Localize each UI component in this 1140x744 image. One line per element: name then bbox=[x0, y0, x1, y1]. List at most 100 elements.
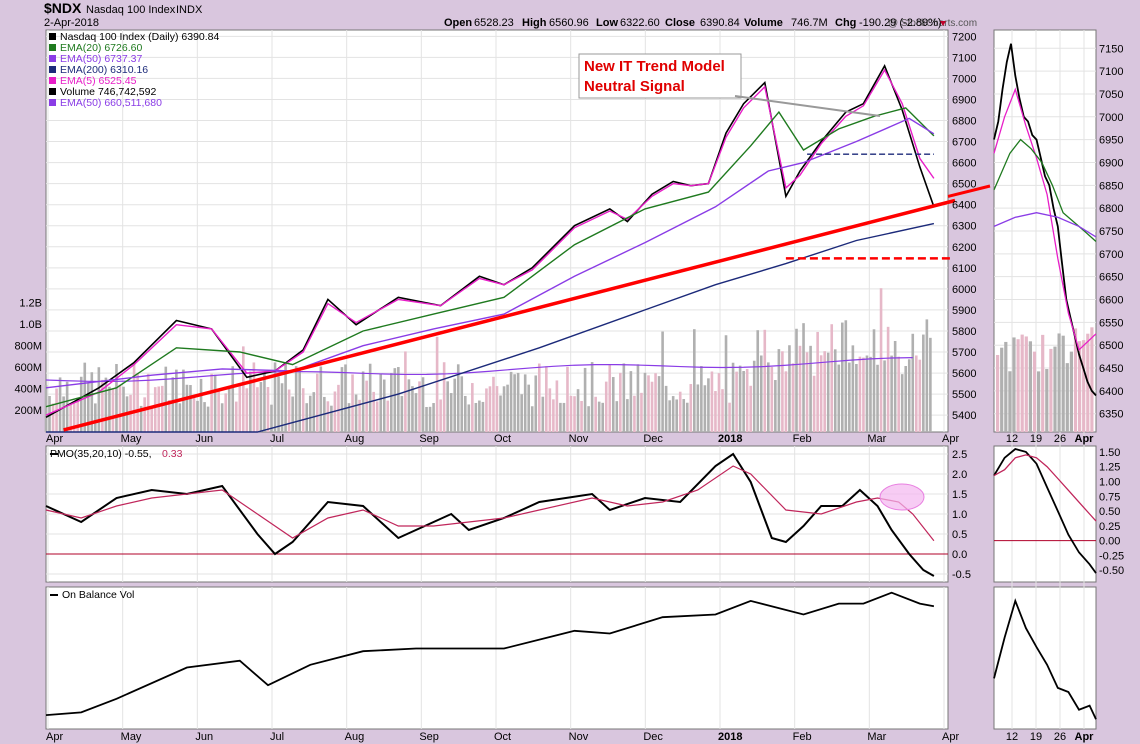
month-tick-label: Feb bbox=[793, 731, 812, 743]
volume-bar bbox=[816, 331, 819, 432]
volume-bar bbox=[837, 364, 841, 432]
volume-bar bbox=[132, 363, 136, 432]
inset-price-tick-label: 6550 bbox=[1099, 317, 1123, 329]
volume-bar bbox=[848, 362, 851, 432]
volume-bar bbox=[907, 359, 911, 432]
volume-bars bbox=[44, 288, 1094, 432]
price-tick-label: 5700 bbox=[952, 347, 976, 359]
month-tick-label: Oct bbox=[494, 433, 511, 445]
ohlc-bar: Open 6528.23 High 6560.96 Low 6322.60 Cl… bbox=[444, 17, 942, 29]
volume-bar bbox=[922, 334, 925, 432]
inset-day-tick-label: 19 bbox=[1030, 433, 1042, 445]
annotation-box bbox=[578, 53, 742, 99]
inset-price-tick-label: 6650 bbox=[1099, 272, 1123, 284]
volume-bar bbox=[358, 399, 361, 432]
inset-pmo-tick-label: 1.50 bbox=[1099, 447, 1120, 459]
volume-bar bbox=[418, 381, 421, 432]
volume-bar bbox=[69, 404, 72, 432]
legend-swatch bbox=[49, 66, 56, 73]
volume-bar bbox=[62, 396, 65, 432]
volume-bar bbox=[731, 362, 735, 432]
volume-bar bbox=[879, 288, 883, 432]
price-tick-label: 7000 bbox=[952, 73, 976, 85]
watermark: @ StockCharts.com bbox=[888, 18, 977, 29]
volume-bar bbox=[379, 373, 383, 432]
volume-bar bbox=[749, 385, 752, 432]
volume-bar bbox=[217, 390, 220, 432]
volume-bar bbox=[633, 395, 636, 432]
volume-bar bbox=[153, 387, 157, 432]
month-tick-label: Mar bbox=[867, 433, 886, 445]
volume-bar bbox=[90, 372, 94, 432]
high-value: 6560.96 bbox=[549, 17, 589, 29]
inset-obv-panel bbox=[993, 586, 1097, 730]
legend-entry: Nasdaq 100 Index (Daily) 6390.84 bbox=[60, 31, 220, 43]
inset-day-tick-label: Apr bbox=[1075, 731, 1095, 743]
symbol: $NDX bbox=[44, 0, 82, 16]
volume-bar bbox=[122, 386, 125, 432]
volume-bar bbox=[118, 384, 122, 432]
volume-bar bbox=[79, 376, 83, 432]
volume-bar bbox=[72, 401, 76, 432]
price-tick-label: 5900 bbox=[952, 305, 976, 317]
volume-bar bbox=[495, 386, 499, 432]
volume-bar bbox=[435, 336, 439, 432]
volume-bar bbox=[432, 403, 435, 432]
volume-bar bbox=[446, 381, 449, 432]
volume-bar bbox=[689, 384, 693, 432]
volume-bar bbox=[502, 386, 506, 432]
annotation-pointer bbox=[734, 95, 881, 117]
series-ema-5- bbox=[45, 68, 935, 416]
pmo-tick-label: 0.0 bbox=[952, 549, 967, 561]
inset-volume-bar bbox=[1049, 348, 1053, 432]
inset-volume-bar bbox=[1090, 327, 1094, 432]
inset-price-tick-label: 6400 bbox=[1099, 386, 1123, 398]
inset-price-tick-label: 6600 bbox=[1099, 295, 1123, 307]
volume-bar bbox=[301, 388, 305, 432]
volume-bar bbox=[397, 367, 400, 432]
volume-bar bbox=[326, 401, 330, 432]
legend-swatch bbox=[49, 33, 56, 40]
volume-label: Volume bbox=[744, 17, 783, 29]
inset-pmo-tick-label: 0.00 bbox=[1099, 536, 1120, 548]
inset-volume-bar bbox=[1008, 371, 1012, 432]
volume-bar bbox=[192, 396, 196, 432]
volume-bar bbox=[411, 386, 414, 432]
volume-bar bbox=[361, 371, 365, 432]
legend-swatch bbox=[49, 88, 56, 95]
volume-bar bbox=[763, 329, 767, 432]
volume-bar bbox=[678, 391, 682, 432]
price-tick-label: 6000 bbox=[952, 284, 976, 296]
inset-volume-bar bbox=[1028, 341, 1032, 432]
volume-bar bbox=[590, 362, 594, 432]
volume-bar bbox=[788, 345, 791, 432]
volume-bar bbox=[492, 376, 495, 432]
volume-bar bbox=[146, 373, 150, 432]
volume-bar bbox=[883, 360, 886, 432]
price-tick-label: 5800 bbox=[952, 326, 976, 338]
volume-bar bbox=[770, 366, 774, 432]
inset-series-ema-5- bbox=[993, 87, 1097, 352]
series-ema-50- bbox=[45, 117, 935, 389]
inset-price-tick-label: 6500 bbox=[1099, 340, 1123, 352]
month-tick-label: Feb bbox=[793, 433, 812, 445]
inset-series-signal bbox=[993, 454, 1097, 522]
volume-bar bbox=[735, 371, 738, 432]
volume-bar bbox=[925, 319, 929, 432]
inset-price-tick-label: 6800 bbox=[1099, 203, 1123, 215]
inset-volume-bar bbox=[1061, 335, 1065, 432]
volume-bar bbox=[537, 363, 541, 432]
volume-bar bbox=[629, 371, 633, 432]
price-tick-label: 6700 bbox=[952, 137, 976, 149]
volume-bar bbox=[115, 364, 118, 432]
inset-day-tick-label: 26 bbox=[1054, 433, 1066, 445]
volume-bar bbox=[97, 367, 101, 432]
volume-bar bbox=[594, 396, 597, 432]
volume-bar bbox=[555, 380, 559, 432]
volume-bar bbox=[823, 351, 826, 432]
volume-bar bbox=[375, 401, 379, 432]
month-tick-label: May bbox=[121, 433, 142, 445]
volume-bar bbox=[407, 379, 411, 432]
volume-value: 746.7M bbox=[791, 17, 828, 29]
volume-bar bbox=[752, 360, 756, 432]
